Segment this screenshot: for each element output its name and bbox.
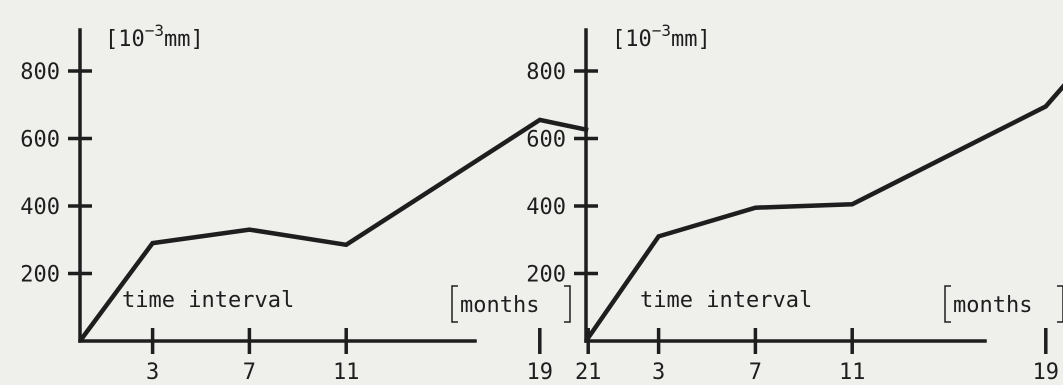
- chart-panel-1: 200 400 600 800 3 7 11 19 21 [10−3mm] time interva…: [20, 21, 601, 385]
- y-tick-label: 800: [20, 60, 60, 85]
- x-unit-bracket-left: [451, 285, 458, 323]
- y-tick-label: 200: [526, 263, 566, 288]
- y-unit-label: [10−3mm]: [105, 21, 204, 52]
- x-tick-label: 7: [243, 360, 256, 385]
- y-tick-label: 600: [526, 128, 566, 153]
- x-tick-label: 3: [652, 360, 665, 385]
- y-tick-label: 600: [20, 128, 60, 153]
- x-unit-bracket-right: [564, 285, 571, 323]
- x-axis-label: time interval: [122, 288, 294, 313]
- y-tick-label: 400: [20, 195, 60, 220]
- x-tick-label: 21: [575, 360, 602, 385]
- x-tick-label: 7: [749, 360, 762, 385]
- x-tick-label: 19: [1033, 360, 1060, 385]
- x-tick-label: 11: [839, 360, 866, 385]
- x-tick-label: 3: [146, 360, 159, 385]
- y-unit-label: [10−3mm]: [612, 21, 711, 52]
- data-series-line: [78, 117, 589, 343]
- x-unit-bracket-right: [1057, 285, 1063, 323]
- x-axis-label: time interval: [640, 288, 812, 313]
- y-tick-label: 200: [20, 263, 60, 288]
- x-unit-bracket-left: [944, 285, 951, 323]
- x-unit-label: months: [953, 293, 1032, 318]
- x-tick-label: 19: [527, 360, 554, 385]
- y-tick-label: 800: [526, 60, 566, 85]
- chart-panel-2: 200 400 600 800 3 7 11 19 21 [10−3mm] time interva…: [526, 21, 1063, 385]
- x-tick-label: 11: [333, 360, 360, 385]
- data-series-line: [584, 83, 1063, 343]
- x-unit-label: months: [460, 293, 539, 318]
- y-tick-label: 400: [526, 195, 566, 220]
